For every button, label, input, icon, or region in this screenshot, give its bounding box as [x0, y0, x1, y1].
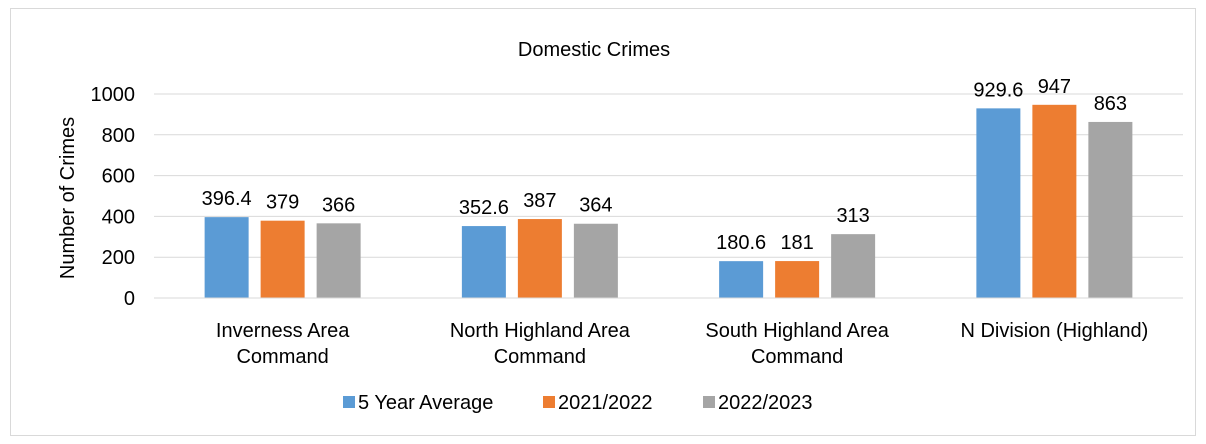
data-label: 181 [780, 232, 813, 254]
bar [831, 234, 876, 298]
gridlines [154, 93, 1183, 258]
y-tick-label: 400 [102, 206, 135, 228]
chart-frame: Domestic Crimes Number of Crimes 0 200 400… [10, 8, 1196, 436]
data-labels: 396.4 379 366 352.6 387 364 180.6 181 313 929.6 94… [202, 76, 1127, 254]
bar [775, 261, 820, 298]
legend-label: 5 Year Average [358, 392, 493, 414]
x-axis-categories: Inverness Area Command North Highland Area… [216, 320, 1148, 368]
x-category-label: North Highland Area [450, 320, 631, 342]
data-label: 180.6 [716, 232, 766, 254]
chart-title: Domestic Crimes [518, 39, 670, 61]
x-category-label: Inverness Area [216, 320, 350, 342]
legend-label: 2021/2022 [558, 392, 653, 414]
bar [976, 108, 1021, 298]
legend-label: 2022/2023 [718, 392, 813, 414]
legend-swatch [543, 396, 555, 408]
data-label: 387 [523, 190, 556, 212]
data-label: 379 [266, 192, 299, 214]
data-label: 366 [322, 194, 355, 216]
bar [719, 261, 764, 298]
bar [517, 219, 562, 298]
y-axis-ticks: 0 200 400 600 800 1000 [91, 84, 136, 310]
data-label: 364 [579, 195, 612, 217]
y-tick-label: 0 [124, 288, 135, 310]
x-category-label: Command [236, 346, 328, 368]
bar [1088, 121, 1133, 298]
data-label: 947 [1038, 76, 1071, 98]
legend: 5 Year Average 2021/2022 2022/2023 [343, 392, 813, 414]
y-tick-label: 1000 [91, 84, 136, 106]
data-label: 396.4 [202, 188, 252, 210]
bar [316, 223, 361, 298]
x-category-label: South Highland Area [705, 320, 889, 342]
bars [204, 104, 1133, 298]
x-category-label: Command [751, 346, 843, 368]
data-label: 352.6 [459, 197, 509, 219]
y-tick-label: 600 [102, 166, 135, 188]
legend-swatch [343, 396, 355, 408]
legend-swatch [703, 396, 715, 408]
x-category-label: Command [494, 346, 586, 368]
bar [1032, 104, 1077, 298]
y-tick-label: 800 [102, 125, 135, 147]
data-label: 313 [836, 205, 869, 227]
bar [260, 220, 305, 298]
bar [204, 217, 249, 298]
data-label: 863 [1094, 93, 1127, 115]
bar [461, 226, 506, 298]
y-tick-label: 200 [102, 247, 135, 269]
bar-chart: Domestic Crimes Number of Crimes 0 200 400… [57, 39, 1183, 414]
y-axis-label: Number of Crimes [57, 117, 79, 279]
bar [573, 223, 618, 298]
data-label: 929.6 [973, 79, 1023, 101]
x-category-label: N Division (Highland) [960, 320, 1148, 342]
